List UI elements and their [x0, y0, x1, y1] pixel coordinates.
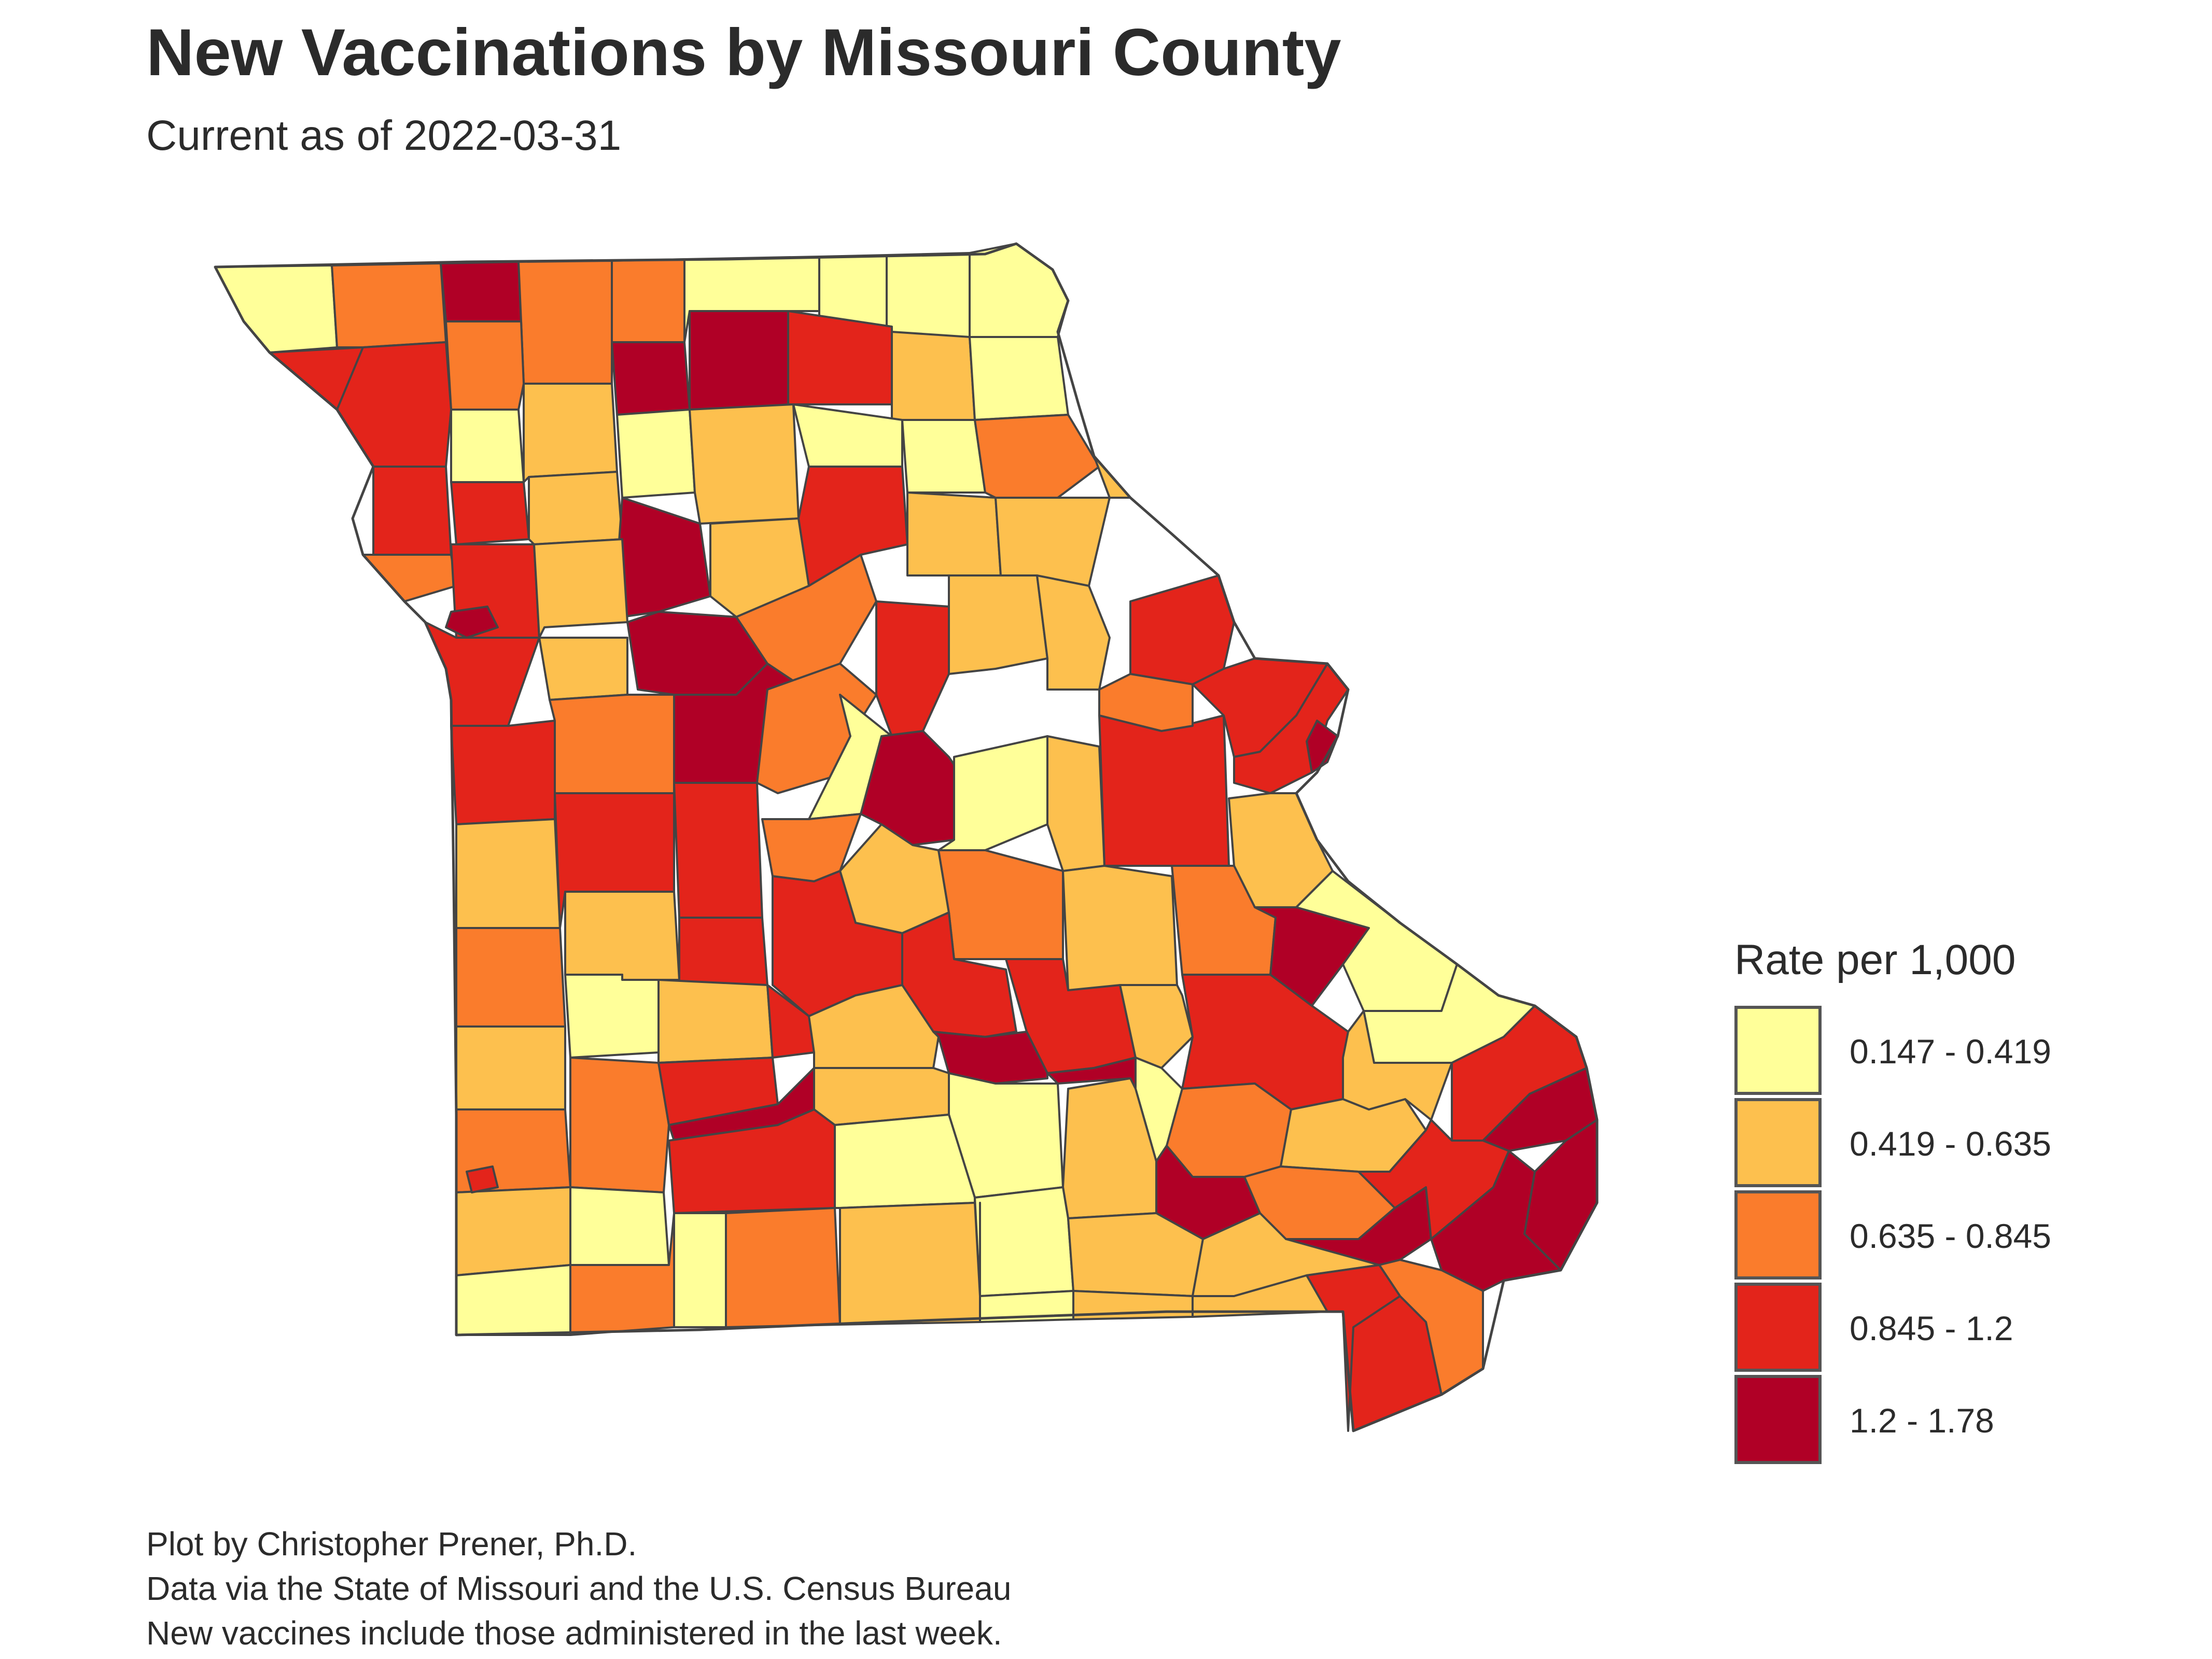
- county-10: [689, 310, 789, 411]
- county-27: [528, 471, 623, 545]
- county-101: [569, 1186, 670, 1266]
- county-3: [440, 261, 522, 322]
- county-79: [657, 979, 774, 1064]
- county-50: [937, 735, 1048, 851]
- county-7: [818, 254, 888, 328]
- county-55: [1233, 663, 1349, 794]
- county-110: [455, 1264, 571, 1336]
- county-42: [424, 621, 540, 727]
- county-19: [523, 383, 618, 483]
- county-121: [445, 606, 499, 639]
- county-112: [673, 1212, 727, 1328]
- county-12: [787, 310, 893, 405]
- county-52: [1098, 714, 1230, 867]
- county-41: [1129, 574, 1235, 685]
- county-2: [331, 262, 447, 348]
- county-78: [564, 974, 660, 1059]
- legend-swatch-3: [1734, 1190, 1822, 1280]
- caption-line-author: Plot by Christopher Prener, Ph.D.: [146, 1525, 637, 1563]
- county-layer: [214, 243, 1598, 1432]
- county-4: [517, 260, 613, 385]
- county-114: [839, 1202, 981, 1326]
- county-40: [1036, 574, 1111, 691]
- county-20: [616, 409, 696, 499]
- county-33: [362, 554, 457, 602]
- county-26: [450, 481, 530, 545]
- caption-line-source: Data via the State of Missouri and the U…: [146, 1570, 1012, 1607]
- county-18: [450, 409, 525, 483]
- chart-title: New Vaccinations by Missouri County: [146, 16, 1341, 90]
- legend-swatch-5: [1734, 1375, 1822, 1464]
- county-92: [569, 1057, 670, 1193]
- county-43: [538, 637, 628, 701]
- county-5: [611, 258, 685, 343]
- county-39: [948, 574, 1048, 675]
- county-104: [974, 1186, 1074, 1297]
- county-67: [564, 891, 680, 981]
- legend-label-4: 0.845 - 1.2: [1850, 1309, 2013, 1347]
- county-8: [886, 252, 971, 338]
- county-15: [445, 320, 525, 411]
- county-21: [689, 403, 800, 525]
- county-35: [533, 538, 628, 639]
- legend-swatch-2: [1734, 1098, 1822, 1187]
- county-64: [1062, 865, 1178, 991]
- county-58: [455, 818, 561, 929]
- county-100: [455, 1186, 571, 1276]
- county-1: [214, 264, 338, 354]
- legend-title: Rate per 1,000: [1734, 936, 2016, 983]
- county-122: [466, 1165, 499, 1193]
- legend-label-2: 0.419 - 0.635: [1850, 1124, 2051, 1163]
- county-46: [549, 694, 675, 794]
- county-103: [834, 1114, 976, 1209]
- county-14: [969, 336, 1069, 421]
- county-24: [974, 414, 1100, 499]
- county-38: [875, 600, 950, 737]
- legend-label-1: 0.147 - 0.419: [1850, 1032, 2051, 1071]
- chart-subtitle: Current as of 2022-03-31: [146, 112, 622, 159]
- county-63: [937, 849, 1064, 960]
- county-9: [969, 243, 1069, 338]
- county-51: [1046, 735, 1105, 872]
- legend-swatch-1: [1734, 1006, 1822, 1095]
- county-31: [906, 491, 1002, 577]
- county-60: [673, 782, 763, 919]
- county-23: [901, 419, 986, 494]
- county-85: [1166, 1082, 1292, 1178]
- county-66: [455, 927, 566, 1028]
- county-77: [455, 1025, 566, 1110]
- county-113: [725, 1207, 841, 1328]
- county-68: [678, 917, 768, 986]
- county-45: [450, 720, 556, 825]
- county-13: [891, 331, 976, 421]
- legend-swatch-4: [1734, 1283, 1822, 1372]
- county-11: [611, 341, 691, 416]
- county-28: [616, 497, 711, 618]
- county-25: [372, 466, 452, 556]
- county-22: [792, 403, 903, 468]
- county-82: [932, 1031, 1048, 1085]
- county-87: [1342, 1010, 1453, 1121]
- county-108: [1357, 1119, 1510, 1240]
- state-outline: [214, 242, 1599, 1432]
- legend-label-5: 1.2 - 1.78: [1850, 1401, 1994, 1440]
- caption: Plot by Christopher Prener, Ph.D. Data v…: [146, 1522, 1011, 1655]
- legend-label-3: 0.635 - 0.845: [1850, 1217, 2051, 1255]
- caption-line-note: New vaccines include those administered …: [146, 1614, 1002, 1652]
